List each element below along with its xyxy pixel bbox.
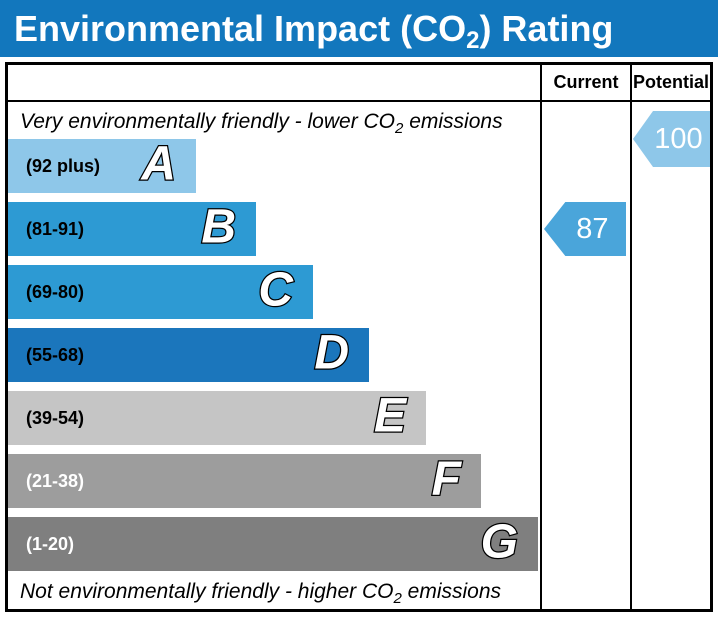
band-range: (69-80): [26, 282, 85, 302]
band-letter: A: [140, 137, 177, 191]
potential-rating-value: 100: [654, 122, 703, 155]
potential-rating-arrow: 100: [633, 111, 710, 167]
band-range: (92 plus): [26, 156, 101, 176]
band-range: (1-20): [26, 534, 75, 554]
top-note-subscript: 2: [395, 120, 404, 137]
band-letter: E: [373, 389, 408, 443]
band-range: (21-38): [26, 471, 85, 491]
page-title: Environmental Impact (CO2) Rating: [0, 0, 718, 57]
band-c: (69-80) C: [8, 265, 313, 319]
band-range: (39-54): [26, 408, 85, 428]
band-letter: B: [200, 200, 237, 254]
band-letter: D: [313, 326, 350, 380]
column-header-potential: Potential: [632, 72, 709, 92]
title-subscript: 2: [466, 27, 480, 54]
header-divider: [8, 100, 710, 102]
potential-column-divider: [630, 65, 632, 609]
band-d: (55-68) D: [8, 328, 369, 382]
band-g: (1-20) G: [8, 517, 538, 571]
title-text: Environmental Impact (CO: [14, 8, 467, 49]
column-header-current: Current: [553, 72, 619, 92]
bottom-note: Not environmentally friendly - higher CO…: [20, 580, 502, 607]
band-a: (92 plus) A: [8, 139, 196, 193]
title-text-end: ) Rating: [479, 8, 614, 49]
band-range: (55-68): [26, 345, 85, 365]
current-column-divider: [540, 65, 542, 609]
band-b: (81-91) B: [8, 202, 256, 256]
rating-table: Current Potential Very environmentally f…: [5, 62, 713, 612]
band-letter: F: [430, 452, 462, 506]
band-range: (81-91): [26, 219, 85, 239]
band-letter: C: [257, 263, 294, 317]
band-e: (39-54) E: [8, 391, 426, 445]
current-rating-value: 87: [576, 212, 609, 245]
top-note: Very environmentally friendly - lower CO…: [20, 110, 503, 137]
bottom-note-subscript: 2: [393, 590, 402, 607]
band-f: (21-38) F: [8, 454, 481, 508]
current-rating-arrow: 87: [544, 202, 626, 256]
band-letter: G: [479, 515, 519, 569]
